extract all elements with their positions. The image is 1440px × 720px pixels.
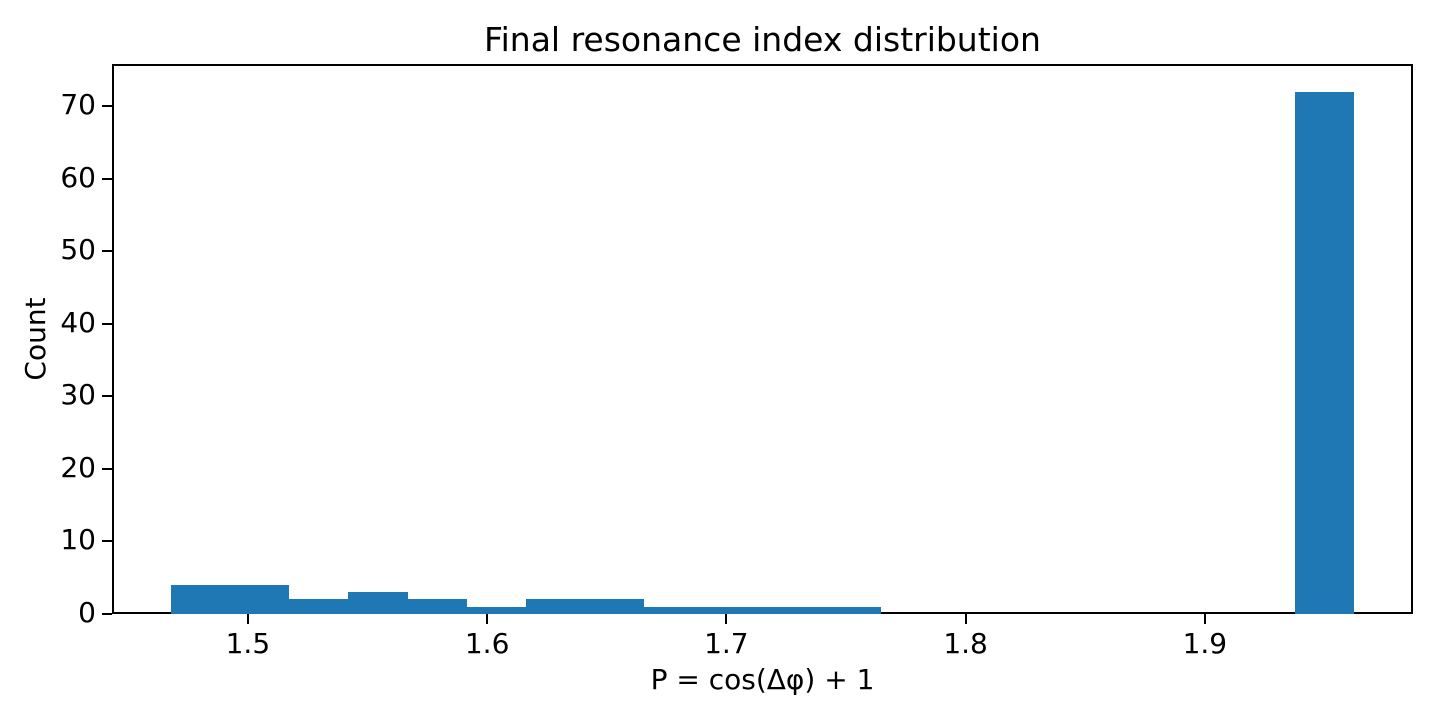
x-axis-tick-label: 1.7 xyxy=(704,627,749,660)
y-axis-tick xyxy=(102,250,112,253)
bars-layer xyxy=(114,66,1411,614)
chart-title: Final resonance index distribution xyxy=(484,20,1041,59)
histogram-bar xyxy=(466,606,526,614)
histogram-bar xyxy=(407,599,467,614)
x-axis-tick xyxy=(725,614,728,624)
histogram-bar xyxy=(525,599,585,614)
y-axis-tick xyxy=(102,395,112,398)
x-axis-tick xyxy=(486,614,489,624)
y-axis-tick xyxy=(102,177,112,180)
histogram-bar xyxy=(762,606,822,614)
histogram-bar xyxy=(348,592,408,614)
y-axis-tick-label: 20 xyxy=(60,450,96,484)
x-axis-tick xyxy=(246,614,249,624)
x-axis-tick xyxy=(964,614,967,624)
y-axis-tick-label: 30 xyxy=(60,378,96,412)
histogram-bar xyxy=(230,584,290,614)
y-axis-tick xyxy=(102,322,112,325)
y-axis-tick xyxy=(102,613,112,615)
histogram-bar xyxy=(289,599,349,614)
y-axis-tick xyxy=(102,467,112,470)
y-axis-tick-label: 70 xyxy=(60,88,96,122)
histogram-bar xyxy=(1294,91,1354,614)
histogram-bar xyxy=(703,606,763,614)
histogram-bar xyxy=(821,606,881,614)
x-axis-tick-label: 1.6 xyxy=(464,627,510,660)
y-axis-tick-label: 40 xyxy=(60,305,96,339)
y-axis-label: Count xyxy=(18,297,52,381)
x-axis-label: P = cos(Δφ) + 1 xyxy=(650,663,875,696)
histogram-bar xyxy=(644,606,704,614)
histogram-bar xyxy=(584,599,645,614)
x-axis-tick-label: 1.9 xyxy=(1182,627,1228,660)
y-axis-tick-label: 10 xyxy=(60,523,96,557)
histogram-bar xyxy=(171,584,231,614)
y-axis-tick xyxy=(102,105,112,108)
plot-area xyxy=(112,64,1413,614)
y-axis-tick-label: 60 xyxy=(60,160,96,194)
y-axis-tick-label: 50 xyxy=(60,233,96,267)
y-axis-tick xyxy=(102,540,112,543)
x-axis-tick xyxy=(1203,614,1206,624)
y-axis-tick-label: 0 xyxy=(78,596,96,629)
x-axis-tick-label: 1.8 xyxy=(943,627,988,660)
x-axis-tick-label: 1.5 xyxy=(225,627,271,660)
